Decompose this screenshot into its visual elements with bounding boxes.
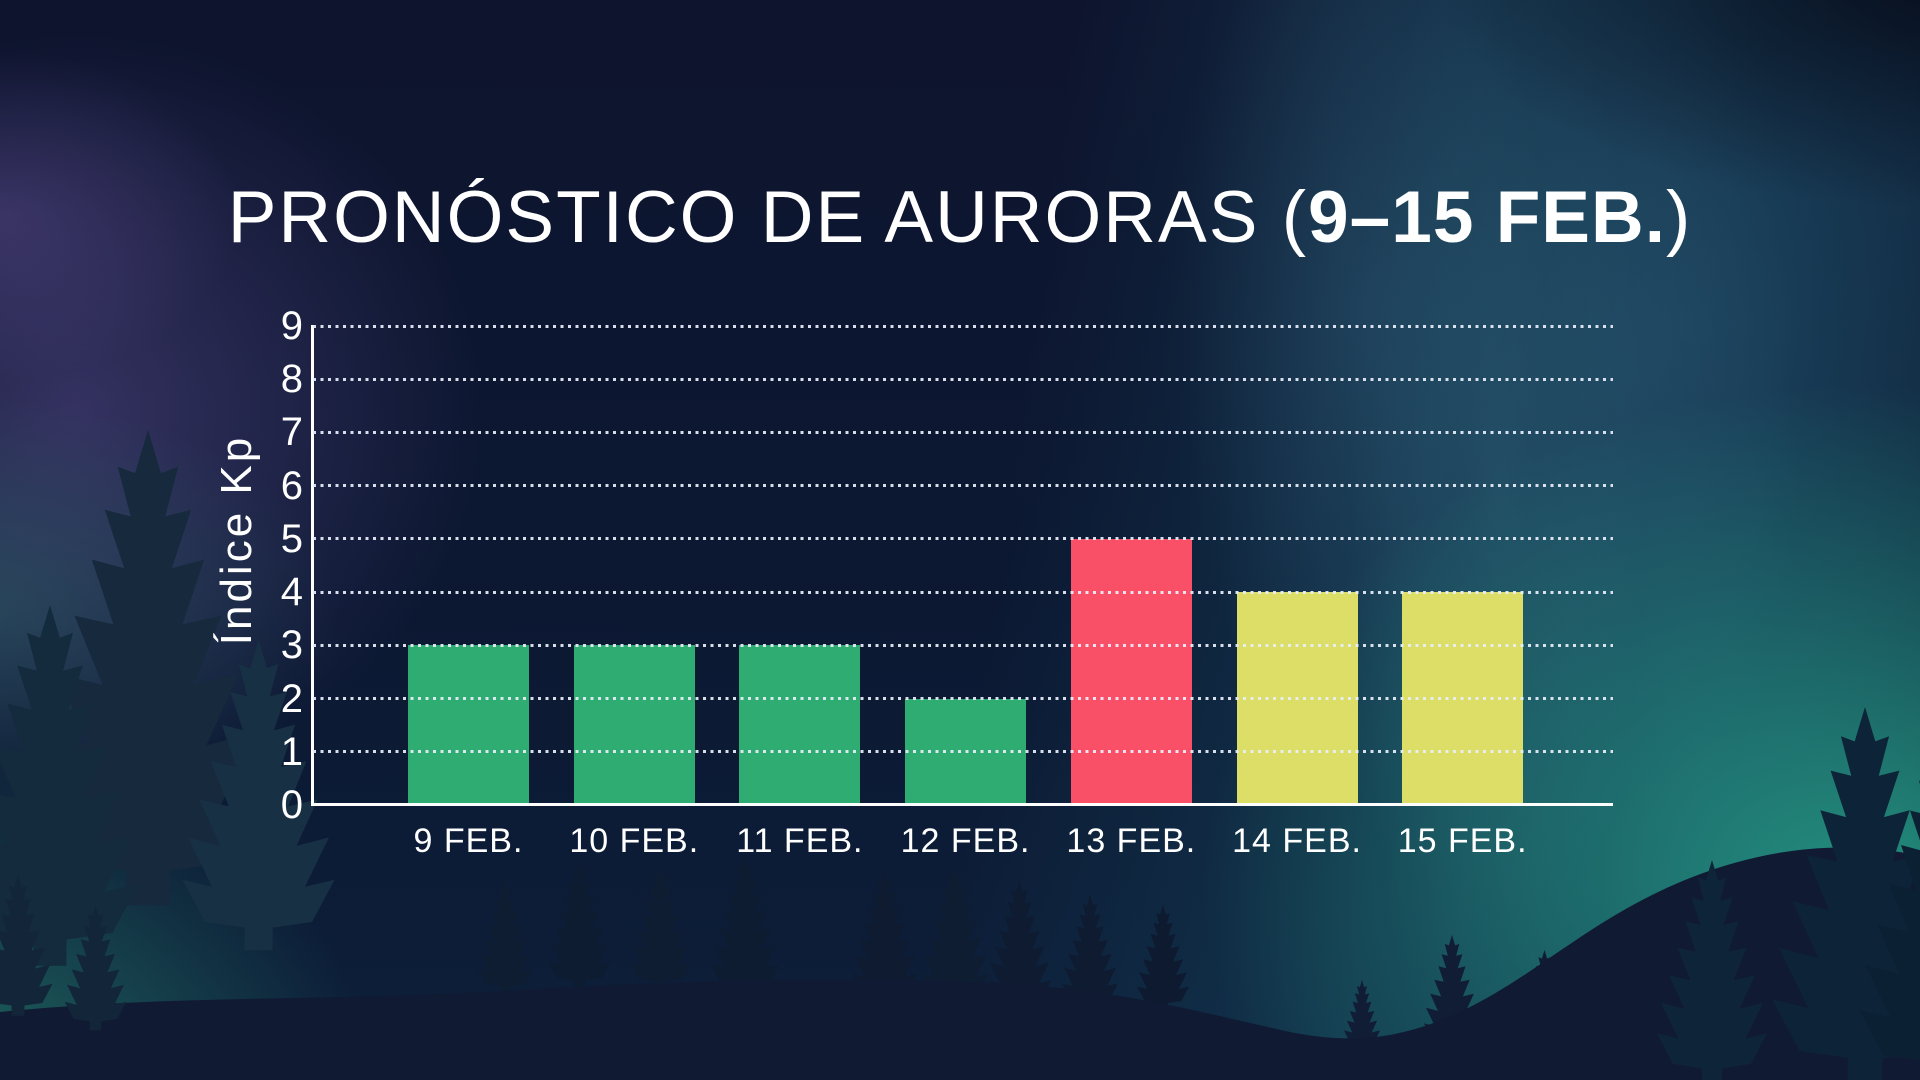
y-tick-2: 2 — [280, 676, 303, 721]
y-tick-0: 0 — [280, 783, 303, 827]
y-tick-7: 7 — [280, 410, 303, 455]
gridline-kp-4 — [313, 590, 1613, 594]
gridline-kp-8 — [313, 377, 1613, 381]
y-tick-4: 4 — [280, 570, 303, 615]
y-tick-9: 9 — [280, 304, 303, 348]
x-axis-line — [311, 803, 1613, 806]
x-label-10-feb: 10 FEB. — [569, 822, 700, 860]
gridline-kp-1 — [313, 750, 1613, 754]
y-tick-1: 1 — [280, 729, 303, 774]
y-tick-5: 5 — [280, 516, 303, 561]
chart-title-regular: PRONÓSTICO DE AURORAS ( — [227, 177, 1309, 258]
y-tick-3: 3 — [280, 623, 303, 668]
bar-10-feb — [573, 645, 695, 805]
bar-13-feb — [1070, 538, 1192, 805]
gridline-kp-9 — [313, 324, 1613, 328]
gridline-kp-5 — [313, 537, 1613, 541]
y-axis-line — [311, 325, 314, 806]
gridline-kp-7 — [313, 430, 1613, 434]
chart-title: PRONÓSTICO DE AURORAS (9–15 FEB.) — [0, 176, 1920, 259]
x-label-13-feb: 13 FEB. — [1066, 822, 1197, 860]
foreground-hill — [0, 847, 1920, 1080]
x-label-14-feb: 14 FEB. — [1232, 822, 1362, 860]
y-tick-8: 8 — [280, 357, 303, 402]
chart-title-date-range: 9–15 FEB. — [1308, 177, 1666, 258]
x-label-15-feb: 15 FEB. — [1397, 822, 1528, 860]
gridline-kp-6 — [313, 484, 1613, 488]
gridline-kp-3 — [313, 643, 1613, 647]
y-tick-6: 6 — [280, 463, 303, 508]
chart-title-close-paren: ) — [1665, 177, 1693, 258]
gridline-kp-2 — [313, 697, 1613, 701]
bar-9-feb — [408, 645, 529, 805]
bar-11-feb — [739, 645, 861, 805]
x-label-9-feb: 9 FEB. — [413, 822, 524, 860]
x-label-11-feb: 11 FEB. — [736, 822, 864, 860]
x-label-12-feb: 12 FEB. — [900, 822, 1031, 860]
